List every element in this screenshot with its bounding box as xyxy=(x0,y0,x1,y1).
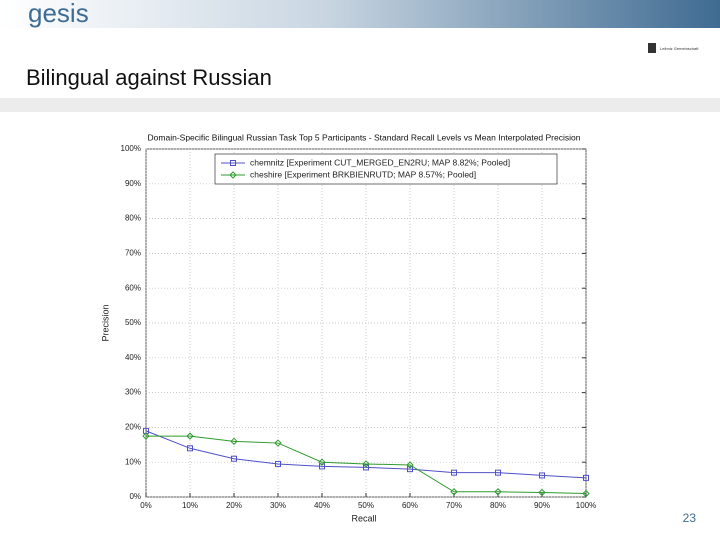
y-tick-label: 90% xyxy=(125,179,141,188)
marker xyxy=(230,160,236,166)
y-tick-label: 80% xyxy=(125,214,141,223)
legend-label: cheshire [Experiment BRKBIENRUTD; MAP 8.… xyxy=(250,169,476,179)
legend-label: chemnitz [Experiment CUT_MERGED_EN2RU; M… xyxy=(250,157,510,167)
x-tick-label: 70% xyxy=(446,501,462,510)
x-tick-label: 100% xyxy=(576,501,596,510)
header-bar xyxy=(0,0,720,28)
logo: gesis xyxy=(28,0,89,28)
marker xyxy=(186,432,194,440)
marker xyxy=(582,489,590,498)
y-tick-label: 50% xyxy=(125,318,141,327)
x-tick-label: 40% xyxy=(314,501,330,510)
marker xyxy=(363,464,369,471)
x-axis-label: Recall xyxy=(351,513,376,523)
marker xyxy=(406,461,414,469)
marker xyxy=(319,463,325,470)
marker xyxy=(451,469,457,476)
marker xyxy=(538,488,546,497)
y-tick-label: 10% xyxy=(125,457,141,466)
y-tick-label: 0% xyxy=(129,492,141,501)
page-number: 23 xyxy=(683,511,697,525)
x-tick-label: 50% xyxy=(358,501,374,510)
y-axis-label: Precision xyxy=(100,304,110,341)
marker xyxy=(142,432,150,440)
x-tick-label: 20% xyxy=(226,501,242,510)
marker xyxy=(275,460,281,467)
marker xyxy=(583,474,589,481)
y-tick-label: 70% xyxy=(125,249,141,258)
legend-box xyxy=(214,153,558,185)
y-tick-label: 40% xyxy=(125,353,141,362)
y-tick-label: 60% xyxy=(125,283,141,292)
x-tick-label: 90% xyxy=(534,501,550,510)
chart-title: Domain-Specific Bilingual Russian Task T… xyxy=(148,132,581,142)
series-line xyxy=(146,435,587,495)
marker xyxy=(362,460,370,468)
marker xyxy=(318,458,326,466)
marker xyxy=(187,445,193,452)
marker xyxy=(495,469,501,476)
x-tick-label: 10% xyxy=(182,501,198,510)
slide-title: Bilingual against Russian xyxy=(26,65,272,90)
marker xyxy=(230,437,238,446)
x-tick-label: 60% xyxy=(402,501,418,510)
marker xyxy=(539,472,545,479)
x-tick-label: 30% xyxy=(270,501,286,510)
y-tick-label: 100% xyxy=(121,144,141,153)
marker xyxy=(407,466,413,473)
partner-logo-icon xyxy=(648,43,656,53)
y-tick-label: 30% xyxy=(125,388,141,397)
x-tick-label: 80% xyxy=(490,501,506,510)
marker xyxy=(274,439,282,447)
marker xyxy=(494,488,502,496)
partner-logo: Leibniz Gemeinschaft xyxy=(660,46,699,51)
marker xyxy=(231,455,237,462)
marker xyxy=(450,488,458,496)
y-tick-label: 20% xyxy=(125,423,141,432)
title-underband xyxy=(0,98,720,112)
marker xyxy=(229,171,237,179)
x-tick-label: 0% xyxy=(140,501,152,510)
